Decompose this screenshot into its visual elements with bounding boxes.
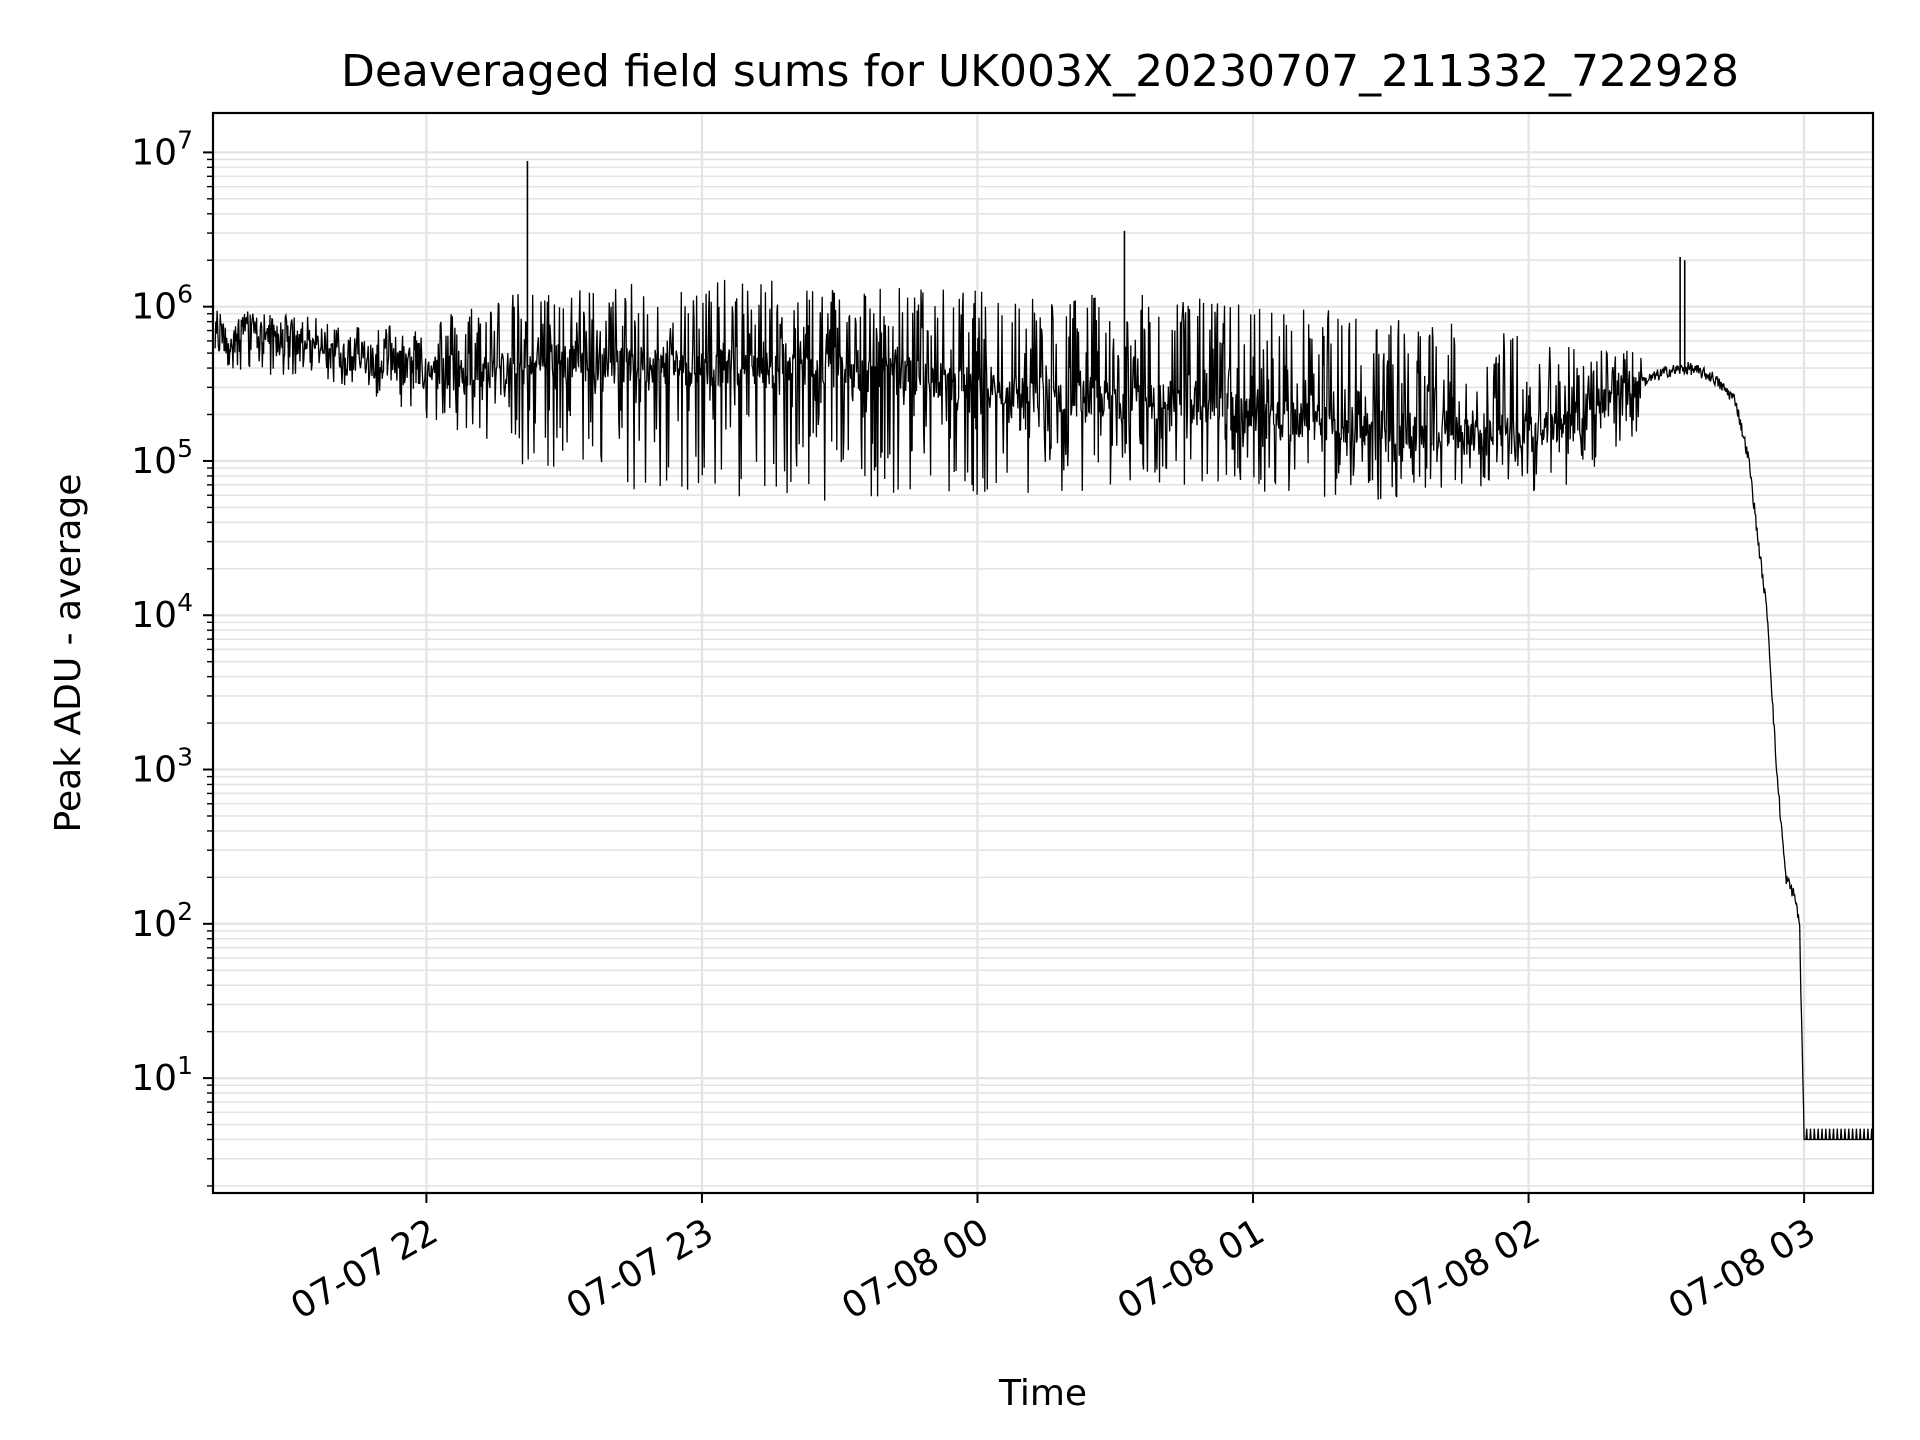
y-axis-label: Peak ADU - average xyxy=(48,474,89,833)
x-axis-label: Time xyxy=(998,1373,1087,1414)
plot-frame xyxy=(211,111,1875,1195)
y-tick-label: 102 xyxy=(131,897,193,945)
y-tick-label: 101 xyxy=(131,1051,193,1099)
y-tick-label: 105 xyxy=(131,434,193,482)
series-trace xyxy=(214,279,1874,1141)
series-line xyxy=(214,160,1874,1141)
y-tick-label: 104 xyxy=(131,588,193,636)
chart-title: Deaveraged field sums for UK003X_2023070… xyxy=(341,46,1739,97)
y-tick-label: 107 xyxy=(131,125,193,173)
y-tick-label: 103 xyxy=(131,743,193,791)
y-tick-label: 106 xyxy=(131,280,193,328)
grid xyxy=(213,113,1873,1193)
